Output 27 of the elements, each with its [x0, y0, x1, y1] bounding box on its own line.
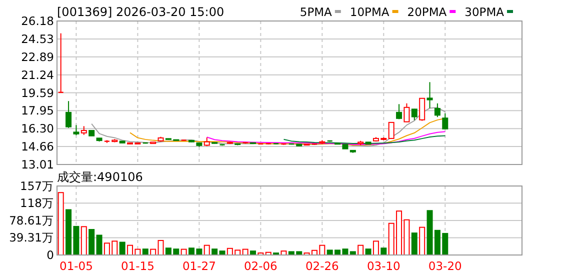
x-tick-label: 03-10 [366, 259, 400, 273]
x-tick-label: 03-20 [428, 259, 462, 273]
y-tick-label: 0 [46, 248, 54, 262]
chart-title: 成交量:490106 [57, 170, 143, 184]
x-tick-label: 01-15 [120, 259, 154, 273]
y-tick-label: 22.89 [21, 50, 54, 64]
legend-label: 20PMA [407, 5, 447, 19]
y-tick-label: 78.61万 [9, 213, 54, 228]
y-tick-label: 157万 [20, 179, 54, 193]
x-tick-label: 01-27 [182, 259, 216, 273]
y-tick-label: 21.24 [21, 68, 54, 82]
x-tick-label: 02-26 [305, 259, 339, 273]
y-tick-label: 39.31万 [9, 230, 54, 245]
y-tick-label: 13.01 [21, 158, 54, 172]
y-tick-label: 19.59 [21, 86, 54, 100]
y-tick-label: 26.18 [21, 14, 54, 28]
y-tick-label: 14.66 [21, 140, 54, 154]
legend-label: 10PMA [350, 5, 390, 19]
x-tick-label: 02-06 [244, 259, 278, 273]
chart-title: [001369] 2026-03-20 15:00 [57, 5, 224, 19]
x-tick-label: 01-05 [60, 259, 93, 273]
y-tick-label: 17.95 [21, 104, 54, 118]
y-tick-label: 16.30 [21, 122, 54, 136]
y-tick-label: 118万 [20, 196, 54, 210]
y-tick-label: 24.53 [21, 32, 54, 46]
legend-label: 5PMA [300, 5, 332, 19]
legend-label: 30PMA [464, 5, 504, 19]
